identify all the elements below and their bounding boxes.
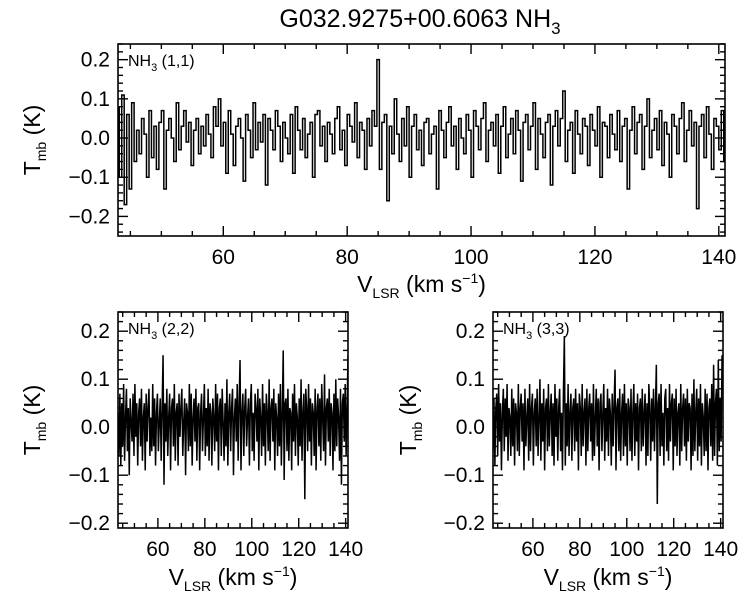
x-tick-label: 100 [609,538,644,561]
y-tick-label: −0.1 [69,464,110,487]
y-tick-label: −0.1 [69,166,110,189]
x-tick-label: 120 [656,538,691,561]
y-tick-label: 0.2 [81,320,110,343]
y-tick-label: 0.0 [81,127,110,150]
x-tick-label: 140 [703,538,738,561]
plot-frame [117,43,726,237]
y-axis-title: Tmb (K) [395,385,425,456]
figure-title: G032.9275+00.6063 NH3 [279,5,560,38]
y-tick-label: −0.1 [444,464,485,487]
x-axis-title: VLSR (km s−1) [357,270,486,301]
y-tick-label: 0.1 [456,368,485,391]
plot-frame [117,311,349,529]
spectrum-line [118,350,348,500]
x-tick-label: 140 [701,246,736,269]
panel-nh3-11: 60 80 100 120 140 0.2 0.1 0.0 −0.1 −0.2 NH3 (1,1) V… [19,43,736,301]
panel-label: NH3 (1,1) [128,53,195,74]
x-tick-label: 60 [521,538,544,561]
y-axis-title: Tmb (K) [19,385,49,456]
spectrum-line [118,58,725,210]
y-tick-label: −0.2 [444,512,485,535]
panel-nh3-22: 60 80 100 120 140 0.2 0.1 0.0 −0.1 −0.2 NH3 (2,2) V… [19,311,363,594]
y-tick-label: 0.1 [81,368,110,391]
x-tick-label: 80 [193,538,216,561]
x-tick-label: 120 [577,246,612,269]
y-tick-label: 0.1 [81,88,110,111]
spectrum-line [493,335,723,505]
y-tick-label: 0.2 [81,49,110,72]
y-tick-label: 0.2 [456,320,485,343]
y-tick-label: −0.2 [69,205,110,228]
y-tick-label: −0.2 [69,512,110,535]
plot-frame [492,311,724,529]
x-tick-label: 100 [234,538,269,561]
x-axis-title: VLSR (km s−1) [169,563,298,594]
x-tick-label: 60 [146,538,169,561]
x-tick-label: 120 [281,538,316,561]
panel-nh3-33: 60 80 100 120 140 0.2 0.1 0.0 −0.1 −0.2 NH3 (3,3) V… [395,311,738,594]
x-tick-label: 80 [335,246,358,269]
y-axis-title: Tmb (K) [19,105,49,176]
x-tick-label: 60 [212,246,235,269]
x-axis-title: VLSR (km s−1) [544,563,673,594]
x-tick-label: 80 [568,538,591,561]
panel-label: NH3 (2,2) [128,321,195,342]
panel-label: NH3 (3,3) [503,321,570,342]
x-tick-label: 100 [454,246,489,269]
y-tick-label: 0.0 [456,416,485,439]
x-tick-label: 140 [328,538,363,561]
y-tick-label: 0.0 [81,416,110,439]
